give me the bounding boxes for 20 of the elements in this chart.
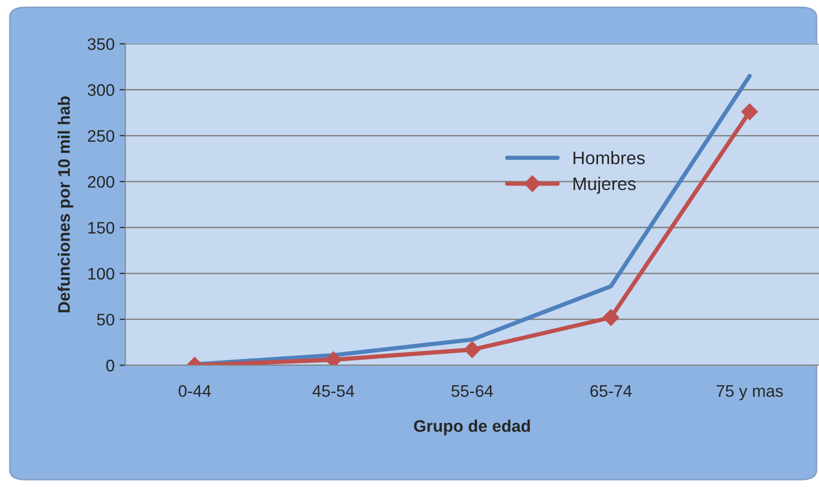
point xyxy=(464,341,481,358)
x-axis-title: Grupo de edad xyxy=(414,420,530,436)
y-tick-label: 250 xyxy=(88,130,114,142)
point xyxy=(602,309,620,326)
point xyxy=(741,103,758,120)
y-axis-title: Defunciones por 10 mil hab xyxy=(58,96,74,312)
y-tick-label: 350 xyxy=(88,38,114,50)
y-tick-label: 300 xyxy=(88,84,114,96)
x-tick-label: 55-64 xyxy=(452,385,493,397)
x-tick-label: 65-74 xyxy=(590,385,632,397)
y-tick-label: 0 xyxy=(106,360,114,372)
x-tick-label: 75 y mas xyxy=(716,385,783,400)
x-tick-label: 45-54 xyxy=(312,385,354,397)
legend-label: Hombres xyxy=(574,151,645,164)
y-tick-label: 50 xyxy=(97,314,114,326)
legend-label: Mujeres xyxy=(574,176,636,194)
y-tick-label: 150 xyxy=(88,222,114,234)
y-tick-label: 200 xyxy=(88,176,114,188)
y-tick-label: 100 xyxy=(88,268,114,280)
x-tick-label: 0-44 xyxy=(178,385,211,397)
